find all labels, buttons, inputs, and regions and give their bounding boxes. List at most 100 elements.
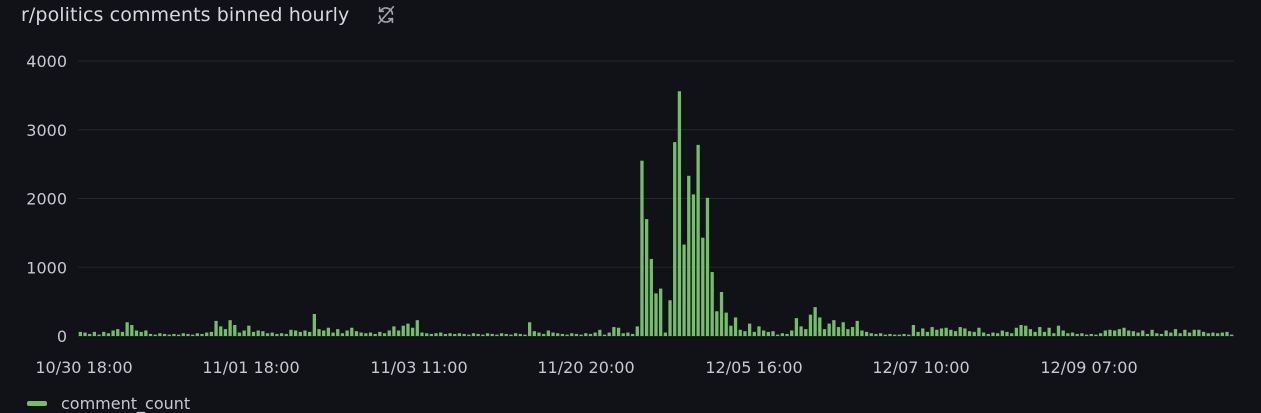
bar [949, 329, 953, 336]
bar [832, 320, 836, 336]
bar [710, 272, 714, 336]
bar [607, 332, 611, 336]
bar [467, 334, 471, 337]
bar [916, 331, 920, 337]
bar [513, 333, 518, 336]
bar [1066, 333, 1070, 336]
bar [537, 332, 541, 336]
bar [715, 311, 719, 336]
bar [457, 333, 462, 336]
refresh-off-icon[interactable] [374, 3, 398, 27]
bar [345, 330, 349, 336]
bar [1070, 332, 1075, 336]
bar [130, 325, 134, 336]
bar [579, 334, 583, 337]
bar [495, 334, 499, 337]
bar [162, 333, 167, 336]
bar [481, 334, 485, 337]
bar [1000, 330, 1004, 336]
bar [387, 330, 391, 336]
bar [289, 329, 293, 336]
bar [139, 331, 143, 337]
bar [195, 333, 199, 336]
bar [1084, 334, 1089, 337]
bar [378, 331, 382, 337]
bar [1113, 330, 1117, 336]
bar [818, 317, 822, 336]
bar [864, 331, 869, 337]
bar [719, 292, 724, 336]
bar [1159, 333, 1164, 336]
bar [233, 325, 237, 336]
y-tick-label: 3000 [26, 121, 67, 140]
bar [757, 326, 761, 337]
bar [804, 329, 808, 337]
panel-header: r/politics comments binned hourly [21, 0, 398, 30]
bar [939, 328, 944, 336]
bar [364, 333, 368, 336]
bar [972, 331, 976, 337]
bar [434, 333, 438, 336]
bar [415, 320, 419, 336]
bar [308, 331, 312, 337]
bar [556, 333, 560, 336]
bar [836, 327, 841, 336]
bar [827, 323, 831, 337]
bar [621, 333, 625, 336]
bar [626, 332, 630, 336]
bar [453, 333, 457, 336]
bar [1230, 334, 1234, 337]
bar [219, 326, 223, 337]
bar [991, 332, 995, 336]
bar [687, 175, 691, 336]
bar [1103, 330, 1107, 336]
y-tick-label: 1000 [26, 258, 67, 277]
bar [1150, 329, 1154, 336]
bar [1098, 333, 1103, 336]
bar [691, 194, 696, 337]
bar [846, 329, 850, 337]
bar [200, 333, 204, 336]
panel-title: r/politics comments binned hourly [21, 4, 350, 26]
bar [1211, 332, 1215, 336]
bar [116, 329, 120, 337]
bar [981, 332, 986, 336]
bar [598, 329, 602, 336]
bar [1169, 332, 1173, 336]
x-tick-label: 11/01 18:00 [202, 358, 299, 377]
bar [874, 333, 878, 336]
bar [1164, 330, 1168, 336]
bar [191, 334, 195, 337]
bar [429, 333, 433, 336]
bar [1019, 325, 1023, 336]
y-tick-label: 4000 [26, 52, 67, 71]
bar [97, 334, 101, 337]
bar [1145, 333, 1150, 336]
bar [1033, 331, 1037, 337]
y-axis: 0 1000 2000 3000 4000 [26, 52, 67, 346]
bar [509, 334, 513, 337]
bar [1089, 333, 1093, 336]
bar [794, 318, 799, 337]
bar [705, 197, 710, 336]
bar [420, 332, 424, 336]
bar [1056, 325, 1061, 336]
bar [921, 328, 925, 336]
bar [125, 322, 129, 336]
bar [275, 333, 279, 336]
bar [813, 307, 817, 337]
x-tick-label: 10/30 18:00 [35, 358, 132, 377]
bar [1075, 333, 1079, 336]
legend-item[interactable]: comment_count [27, 394, 190, 413]
bar [528, 322, 532, 336]
bar [261, 331, 265, 336]
bar [799, 326, 803, 337]
bar [406, 323, 410, 337]
bar [1061, 330, 1065, 336]
bar [542, 333, 546, 336]
bar [102, 331, 106, 337]
bar [612, 327, 616, 336]
bar [476, 333, 480, 336]
bar [682, 244, 686, 336]
bar [963, 328, 967, 336]
